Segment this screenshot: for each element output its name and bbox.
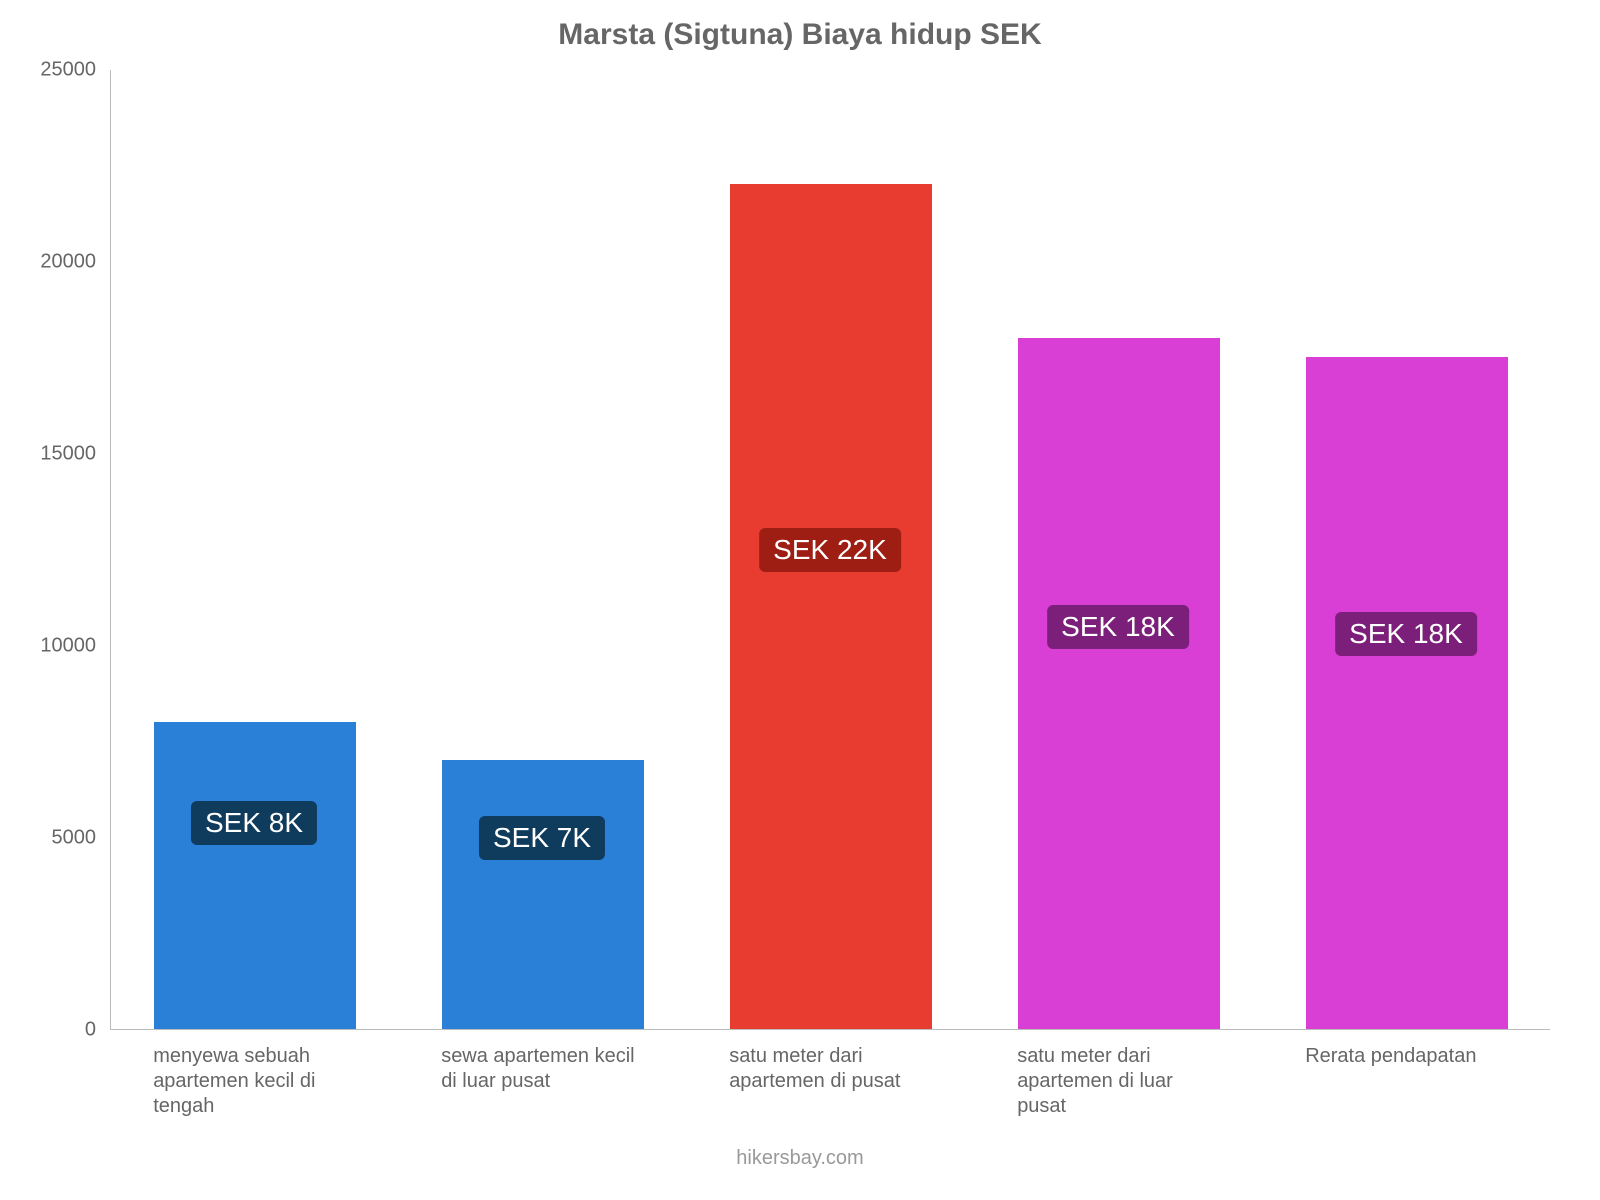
- x-category-label: satu meter dari apartemen di pusat: [729, 1044, 929, 1094]
- bar: [154, 722, 356, 1029]
- chart-title: Marsta (Sigtuna) Biaya hidup SEK: [0, 18, 1600, 52]
- bar: [730, 184, 932, 1029]
- y-tick-label: 10000: [6, 635, 96, 658]
- y-tick-label: 15000: [6, 443, 96, 466]
- x-category-label: Rerata pendapatan: [1305, 1044, 1476, 1069]
- y-tick-label: 25000: [6, 59, 96, 82]
- x-category-label: sewa apartemen kecil di luar pusat: [441, 1044, 641, 1094]
- value-badge: SEK 7K: [479, 816, 605, 860]
- value-badge: SEK 18K: [1335, 612, 1477, 656]
- bar: [1306, 357, 1508, 1029]
- x-category-label: satu meter dari apartemen di luar pusat: [1017, 1044, 1217, 1119]
- x-category-label: menyewa sebuah apartemen kecil di tengah: [153, 1044, 353, 1119]
- y-tick-label: 5000: [6, 827, 96, 850]
- value-badge: SEK 18K: [1047, 605, 1189, 649]
- value-badge: SEK 8K: [191, 801, 317, 845]
- bar: [442, 760, 644, 1029]
- chart-footer: hikersbay.com: [0, 1147, 1600, 1170]
- y-tick-label: 20000: [6, 251, 96, 274]
- bar: [1018, 338, 1220, 1029]
- value-badge: SEK 22K: [759, 528, 901, 572]
- y-tick-label: 0: [6, 1019, 96, 1042]
- chart-container: Marsta (Sigtuna) Biaya hidup SEK hikersb…: [0, 0, 1600, 1200]
